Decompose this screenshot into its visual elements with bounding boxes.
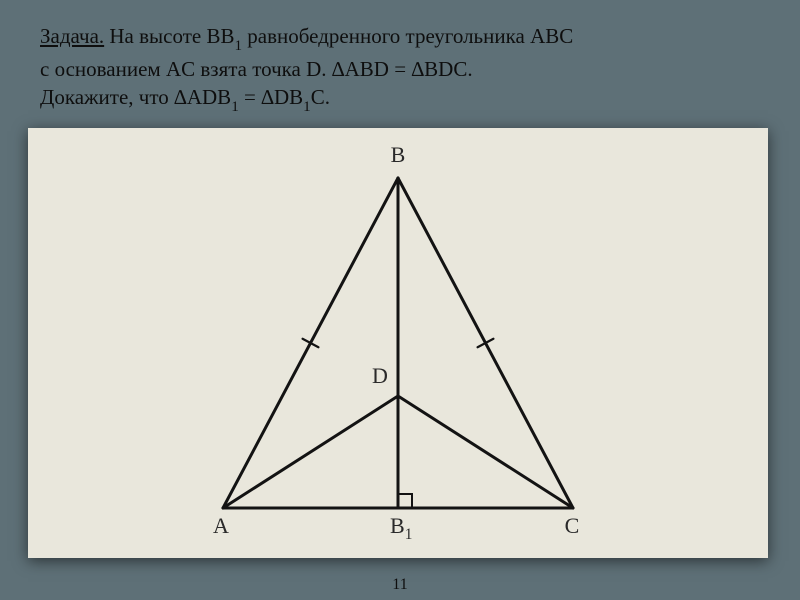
text-fragment: = ∆DB [239, 85, 303, 109]
svg-text:D: D [372, 363, 388, 388]
subscript: 1 [303, 99, 311, 115]
text-fragment: На высоте BB [104, 24, 234, 48]
task-word: Задача. [40, 24, 104, 48]
slide: Задача. На высоте BB1 равнобедренного тр… [0, 0, 800, 600]
svg-text:B1: B1 [390, 513, 412, 543]
diagram-panel: B D A C B1 [28, 128, 768, 558]
text-fragment: C. [311, 85, 330, 109]
svg-text:A: A [213, 513, 229, 538]
svg-text:B: B [391, 142, 406, 167]
triangle-diagram: B D A C B1 [28, 128, 768, 558]
subscript: 1 [231, 99, 239, 115]
subscript: 1 [234, 38, 242, 54]
text-fragment: Докажите, что ∆ADB [40, 85, 231, 109]
problem-text: Задача. На высоте BB1 равнобедренного тр… [40, 22, 760, 116]
text-fragment: с основанием AC взята точка D. ∆ABD = ∆B… [40, 57, 473, 81]
page-number: 11 [0, 576, 800, 594]
svg-text:C: C [565, 513, 580, 538]
text-fragment: равнобедренного треугольника ABC [242, 24, 573, 48]
